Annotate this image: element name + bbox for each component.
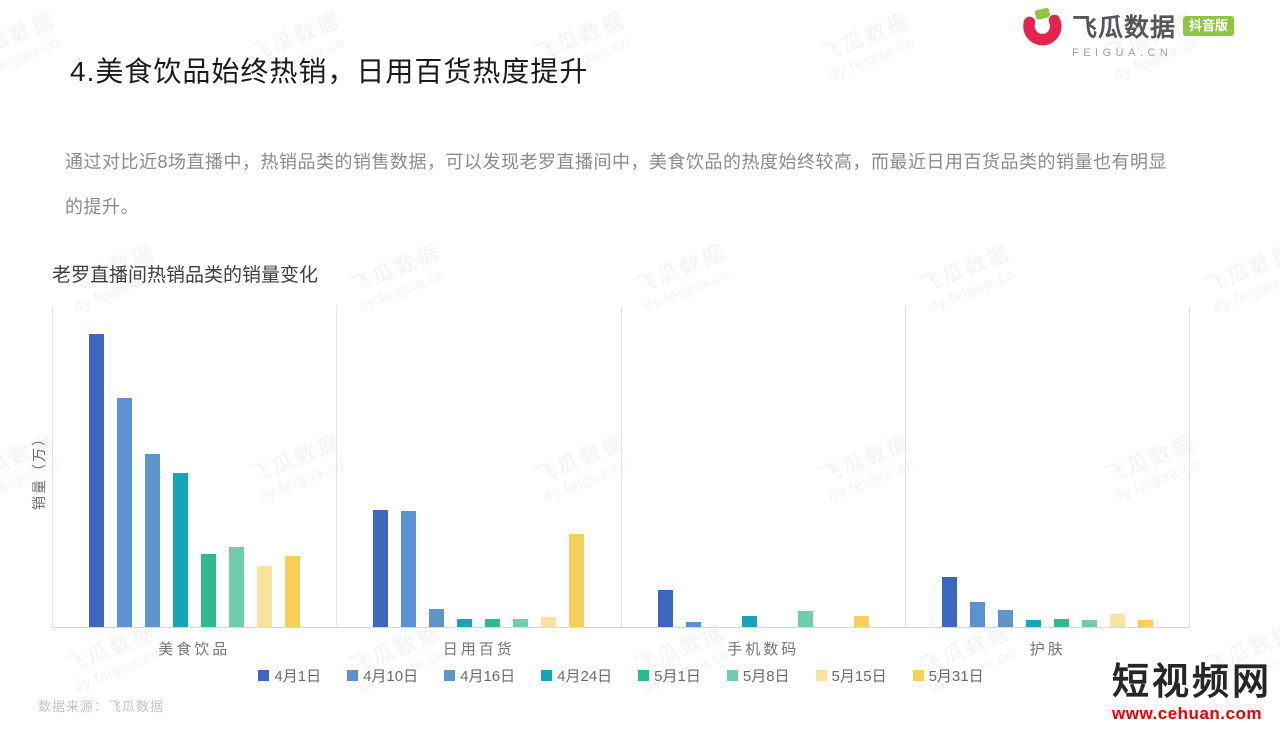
legend-item-4: 5月1日 xyxy=(638,665,701,686)
bar-4月16日-护肤 xyxy=(997,610,1013,627)
bar-group-food-beverage xyxy=(52,306,336,627)
bar-4月16日-日用百货 xyxy=(429,609,445,627)
logo-edition-badge: 抖音版 xyxy=(1182,16,1234,36)
watermark-text: 飞瓜数据 dy.feigua.cn xyxy=(1201,240,1280,316)
bar-4月1日-手机数码 xyxy=(657,590,673,627)
category-label: 日用百货 xyxy=(442,641,515,658)
bar-4月10日-日用百货 xyxy=(401,511,417,627)
legend-label: 5月8日 xyxy=(742,668,790,685)
legend-item-0: 4月1日 xyxy=(258,665,321,686)
legend-label: 5月15日 xyxy=(831,668,887,685)
watermark-text: 飞瓜数据 dy.feigua.cn xyxy=(816,8,918,84)
page-title: 4.美食饮品始终热销，日用百货热度提升 xyxy=(70,56,589,87)
bar-group-mobile-digital xyxy=(620,306,905,627)
bar-4月10日-护肤 xyxy=(969,602,985,627)
category-label: 护肤 xyxy=(1029,641,1066,658)
legend-item-5: 5月8日 xyxy=(726,665,790,686)
legend-swatch xyxy=(258,670,270,681)
legend-item-6: 5月15日 xyxy=(815,665,887,686)
bar-5月15日-护肤 xyxy=(1109,614,1125,627)
logo-brand-name: 飞瓜数据 xyxy=(1071,14,1176,42)
watermark-text: 飞瓜数据 dy.feigua.cn xyxy=(916,240,1018,316)
legend-swatch xyxy=(541,670,553,681)
legend-item-3: 4月24日 xyxy=(541,665,612,686)
legend-swatch xyxy=(347,670,359,681)
legend-item-7: 5月31日 xyxy=(912,665,984,686)
bar-group-skincare xyxy=(904,306,1189,627)
bar-4月24日-护肤 xyxy=(1025,620,1041,627)
bar-5月15日-美食饮品 xyxy=(257,566,273,627)
bar-4月1日-护肤 xyxy=(941,577,957,627)
bar-5月1日-日用百货 xyxy=(485,619,501,627)
bar-5月8日-护肤 xyxy=(1081,620,1097,627)
bar-5月8日-手机数码 xyxy=(797,611,813,627)
bar-4月10日-美食饮品 xyxy=(117,398,133,627)
legend-label: 4月24日 xyxy=(557,668,613,685)
legend-label: 4月16日 xyxy=(460,668,516,685)
feigua-logo-icon xyxy=(1023,8,1062,46)
site-watermark-url: www.cehuan.com xyxy=(1112,704,1262,723)
bar-5月31日-护肤 xyxy=(1137,620,1153,627)
legend-item-2: 4月16日 xyxy=(444,665,515,686)
legend-item-1: 4月10日 xyxy=(347,665,418,686)
description-text: 通过对比近8场直播中，热销品类的销售数据，可以发现老罗直播间中，美食饮品的热度始… xyxy=(65,152,1168,217)
data-source-note: 数据来源：飞瓜数据 xyxy=(38,699,165,714)
plot-area xyxy=(52,306,1190,628)
legend-swatch xyxy=(444,670,456,681)
legend-label: 5月31日 xyxy=(928,668,984,685)
bar-5月31日-美食饮品 xyxy=(285,556,301,627)
bar-5月8日-美食饮品 xyxy=(229,547,245,627)
bar-4月24日-美食饮品 xyxy=(173,473,189,627)
bar-5月1日-护肤 xyxy=(1053,619,1069,627)
legend-label: 4月1日 xyxy=(274,668,322,685)
chart-title: 老罗直播间热销品类的销量变化 xyxy=(52,265,319,286)
category-label: 美食饮品 xyxy=(158,641,231,658)
logo-domain: FEIGUA.CN xyxy=(1071,47,1173,59)
site-watermark: 短视频网 www.cehuan.com xyxy=(1112,662,1272,724)
bar-4月16日-美食饮品 xyxy=(145,454,161,627)
feigua-logo: 飞瓜数据 抖音版 FEIGUA.CN xyxy=(1020,8,1234,59)
legend-label: 5月1日 xyxy=(654,668,701,685)
x-axis-category-labels: 美食饮品 日用百货 手机数码 护肤 xyxy=(52,638,1190,659)
legend: 4月1日 4月10日 4月16日 4月24日 5月1日 5月8日 5月15日 5月31日 xyxy=(52,665,1190,686)
y-axis-label: 销量（万） xyxy=(31,430,47,510)
bar-4月24日-日用百货 xyxy=(457,619,473,627)
bar-5月31日-日用百货 xyxy=(569,534,585,627)
bar-4月1日-美食饮品 xyxy=(89,334,105,627)
legend-swatch xyxy=(815,670,827,681)
legend-swatch xyxy=(638,670,650,681)
watermark-text: 飞瓜数据 dy.feigua.cn xyxy=(0,8,63,84)
watermark-text: 飞瓜数据 dy.feigua.cn xyxy=(631,240,733,316)
site-watermark-name: 短视频网 xyxy=(1112,661,1272,703)
legend-label: 4月10日 xyxy=(363,668,419,685)
bar-4月1日-日用百货 xyxy=(373,510,389,627)
bar-5月15日-日用百货 xyxy=(541,617,557,627)
bar-4月24日-手机数码 xyxy=(741,616,757,627)
bar-5月31日-手机数码 xyxy=(853,616,869,627)
watermark-text: 飞瓜数据 dy.feigua.cn xyxy=(346,240,448,316)
legend-swatch xyxy=(912,670,924,681)
legend-swatch xyxy=(726,670,738,681)
category-label: 手机数码 xyxy=(727,641,800,658)
bar-group-daily-goods xyxy=(336,306,620,627)
bar-4月10日-手机数码 xyxy=(685,622,701,627)
bar-5月8日-日用百货 xyxy=(513,619,529,627)
bar-5月1日-美食饮品 xyxy=(201,554,217,627)
